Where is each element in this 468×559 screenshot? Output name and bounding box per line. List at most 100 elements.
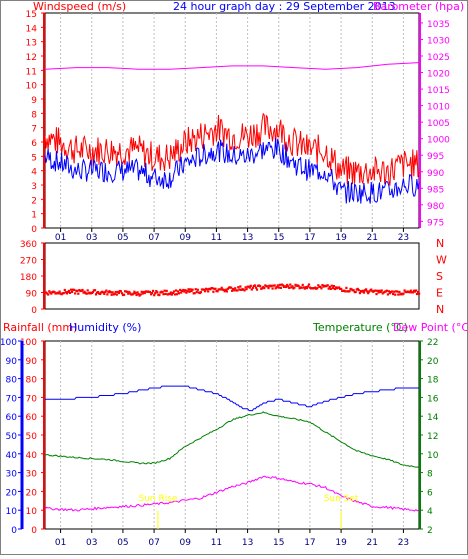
direction-point — [408, 291, 411, 294]
direction-point — [340, 287, 343, 290]
direction-tick-label: 180 — [20, 273, 37, 283]
direction-point — [189, 288, 192, 291]
direction-point — [285, 285, 288, 289]
sun-markers: Sun Rise Sun Set — [138, 494, 359, 529]
direction-point — [47, 293, 50, 296]
direction-point — [132, 292, 135, 295]
direction-point — [183, 290, 186, 293]
temperature-tick-label: 4 — [427, 507, 433, 517]
compass-label: W — [436, 254, 447, 267]
direction-point — [317, 284, 320, 287]
direction-point — [414, 289, 418, 292]
hour-tick-label: 03 — [86, 233, 97, 243]
compass-label: N — [436, 303, 444, 316]
direction-point — [212, 290, 215, 293]
sun-event-label: Sun Rise — [138, 494, 177, 504]
direction-point — [161, 291, 164, 294]
direction-point — [245, 288, 248, 291]
hour-tick-label: 15 — [273, 538, 284, 548]
direction-point — [237, 286, 240, 289]
temperature-tick-label: 22 — [427, 338, 438, 348]
direction-point — [164, 292, 167, 295]
hour-tick-label: 21 — [367, 538, 378, 548]
direction-point — [81, 288, 84, 292]
direction-point — [188, 290, 191, 293]
hour-tick-label: 19 — [335, 233, 347, 243]
humidity-tick-label: 40 — [26, 451, 38, 461]
humidity-tick-label: 60 — [26, 413, 38, 423]
direction-point — [65, 292, 68, 295]
direction-point — [394, 293, 397, 296]
direction-point — [152, 289, 155, 292]
windspeed-axis-title: Windspeed (m/s) — [33, 1, 126, 13]
direction-point — [196, 288, 199, 291]
hour-tick-label: 13 — [242, 233, 253, 243]
humidity-tick-label: 70 — [26, 394, 38, 404]
direction-point — [345, 286, 348, 289]
windspeed-tick-label: 7 — [31, 125, 37, 135]
direction-point — [321, 284, 324, 287]
direction-point — [150, 293, 153, 296]
direction-point — [106, 293, 109, 296]
direction-point — [302, 286, 305, 289]
direction-point — [103, 292, 106, 295]
direction-point — [58, 290, 61, 293]
direction-point — [368, 290, 371, 293]
direction-point — [68, 291, 72, 294]
hour-tick-label: 17 — [304, 538, 315, 548]
direction-point — [233, 289, 236, 292]
direction-point — [277, 286, 280, 289]
windspeed-tick-label: 0 — [31, 225, 37, 235]
windspeed-tick-label: 1 — [31, 211, 37, 221]
direction-point — [117, 291, 120, 295]
temperature-panel — [44, 340, 420, 530]
direction-point — [191, 288, 194, 291]
direction-point — [393, 290, 396, 293]
direction-tick-label: 360 — [20, 240, 37, 250]
humidity-tick-label: 20 — [26, 488, 38, 498]
direction-point — [386, 293, 389, 296]
direction-tick-label: 270 — [20, 257, 37, 267]
temperature-tick-label: 2 — [427, 526, 433, 536]
compass-label: S — [436, 270, 443, 283]
direction-point — [73, 288, 76, 291]
direction-point — [402, 292, 405, 295]
direction-point — [225, 290, 228, 293]
temperature-panel-axes: 0010102020303040405050606070708080909010… — [0, 338, 439, 548]
direction-point — [63, 288, 66, 292]
dew-point-line — [44, 475, 420, 512]
direction-point — [301, 283, 304, 286]
direction-point — [174, 289, 178, 292]
direction-point — [206, 288, 209, 291]
direction-point — [378, 289, 381, 292]
direction-point — [327, 287, 330, 290]
direction-point — [156, 291, 159, 294]
direction-point — [303, 287, 306, 290]
direction-point — [316, 287, 319, 290]
direction-point — [94, 293, 98, 296]
humidity-tick-label: 90 — [26, 357, 38, 367]
direction-point — [186, 290, 189, 293]
direction-point — [278, 283, 281, 286]
direction-point — [248, 286, 251, 289]
direction-point — [91, 291, 94, 294]
direction-point — [330, 284, 333, 287]
direction-point — [169, 291, 172, 294]
direction-point — [157, 293, 160, 296]
rainfall-tick-label: 30 — [6, 470, 18, 480]
temperature-tick-label: 8 — [427, 470, 433, 480]
humidity-line — [45, 385, 419, 412]
direction-point — [398, 290, 401, 294]
hour-tick-label: 21 — [367, 233, 378, 243]
direction-point — [232, 287, 235, 291]
wind-direction-points — [44, 283, 421, 297]
direction-point — [62, 292, 65, 295]
dewpoint-axis-title: Dew Point (°C) — [393, 321, 467, 334]
direction-point — [239, 285, 242, 288]
barometer-tick-label: 1025 — [427, 53, 450, 63]
hour-tick-label: 01 — [55, 538, 66, 548]
direction-point — [175, 293, 179, 296]
direction-point — [179, 288, 182, 291]
humidity-tick-label: 0 — [31, 526, 37, 536]
direction-point — [326, 284, 329, 287]
